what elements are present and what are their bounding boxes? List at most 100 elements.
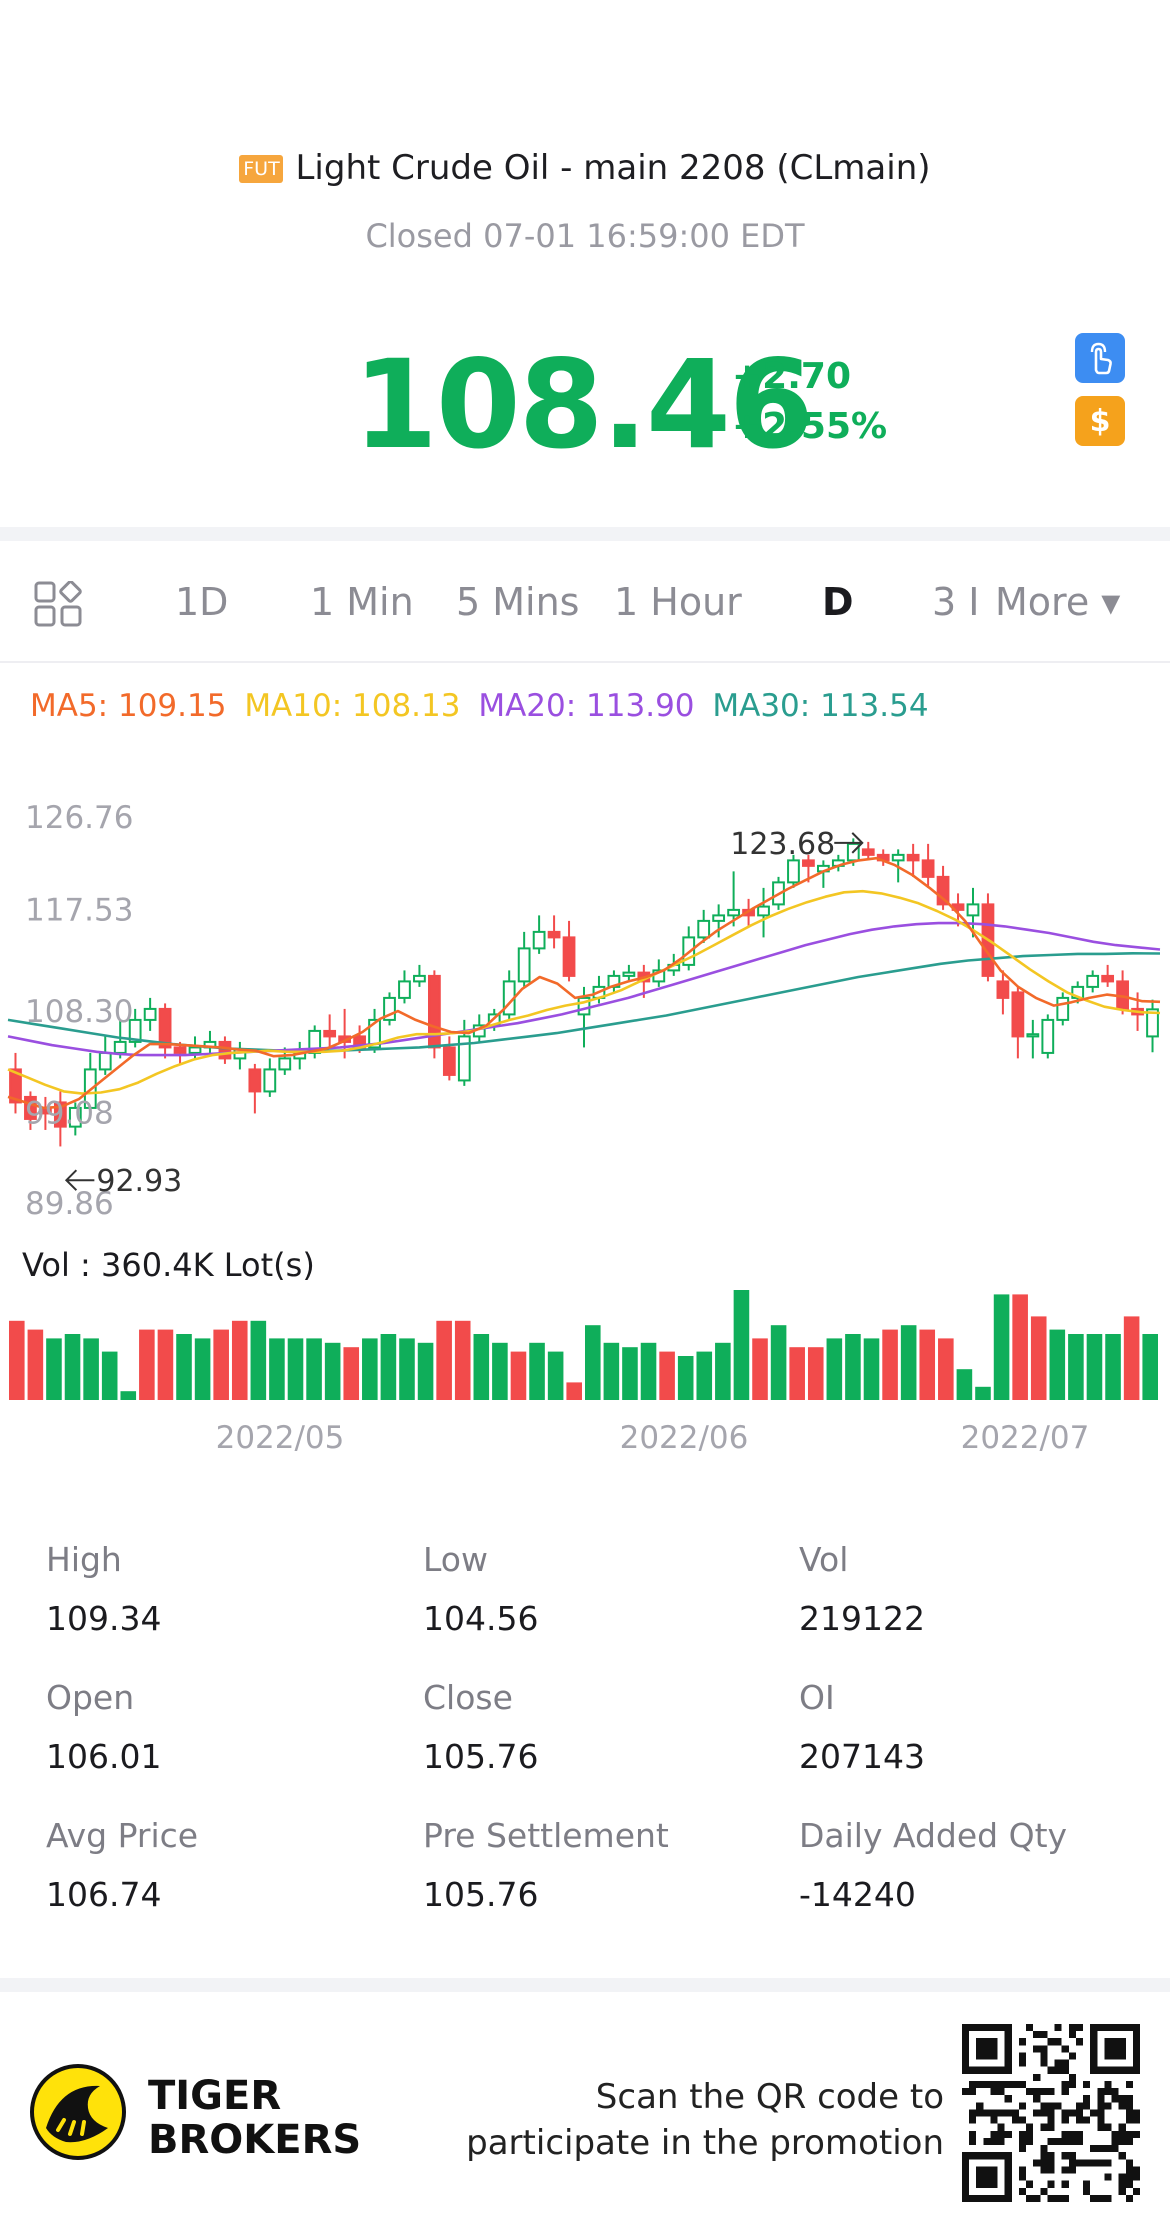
- candle-body: [787, 859, 800, 884]
- stat-pre-settlement: Pre Settlement 105.76: [423, 1816, 783, 1914]
- candle: [936, 865, 950, 910]
- candle: [996, 970, 1010, 1015]
- tab-5-mins[interactable]: 5 Mins: [456, 580, 580, 624]
- candle-body: [712, 914, 726, 922]
- candle-body: [1041, 1018, 1055, 1054]
- volume-bar: [9, 1320, 25, 1400]
- volume-bar: [1030, 1316, 1047, 1400]
- tab-3-period[interactable]: 3 I: [932, 580, 980, 624]
- volume-bar: [194, 1338, 211, 1400]
- candle-body: [1101, 974, 1115, 983]
- candle: [323, 1014, 337, 1048]
- candle-body: [1011, 991, 1025, 1038]
- volume-bar: [566, 1382, 582, 1400]
- stat-value: 105.76: [423, 1737, 539, 1776]
- min-price-annotation: 92.93: [96, 1164, 182, 1199]
- x-tick-label: 2022/06: [620, 1420, 749, 1456]
- volume-bar: [492, 1342, 508, 1400]
- volume-bar: [956, 1369, 973, 1400]
- candle-body: [158, 1007, 172, 1049]
- candle-body: [996, 980, 1010, 999]
- stat-value: 104.56: [423, 1599, 539, 1638]
- candle: [727, 871, 740, 927]
- tab-daily[interactable]: D: [822, 580, 854, 624]
- volume-bar: [603, 1342, 620, 1400]
- candle: [607, 970, 621, 993]
- candle-body: [188, 1046, 202, 1054]
- candle-body: [53, 1101, 67, 1128]
- market-status: Closed 07-01 16:59:00 EDT: [365, 217, 805, 255]
- ma20-value: MA20: 113.90: [478, 688, 695, 724]
- candle-body: [218, 1040, 232, 1060]
- candle: [547, 915, 561, 949]
- volume-bar: [454, 1320, 471, 1400]
- stat-label: Low: [423, 1540, 488, 1579]
- candle: [1011, 986, 1025, 1059]
- candle: [128, 1008, 142, 1048]
- volume-bar: [1068, 1334, 1084, 1400]
- tab-1d[interactable]: 1D: [175, 580, 229, 624]
- period-tabs: 1D 1 Min 5 Mins 1 Hour D 3 I More ▾: [0, 541, 1170, 663]
- candle: [1101, 964, 1115, 987]
- candle: [697, 909, 711, 943]
- volume-bar: [306, 1338, 322, 1400]
- candle: [532, 915, 546, 954]
- candle-body: [128, 1018, 142, 1043]
- stat-value: 109.34: [46, 1599, 162, 1638]
- candle-body: [368, 1018, 381, 1049]
- volume-bar: [473, 1334, 490, 1400]
- volume-bar: [436, 1320, 452, 1400]
- candle-body: [757, 905, 770, 917]
- candle: [1086, 970, 1100, 993]
- candle-body: [517, 947, 531, 983]
- section-divider: [0, 1978, 1170, 1992]
- candle-body: [68, 1106, 82, 1128]
- promo-line-2: participate in the promotion: [466, 2123, 944, 2163]
- candle-body: [1026, 1033, 1040, 1038]
- candle: [787, 854, 800, 888]
- volume-bar: [696, 1351, 713, 1400]
- volume-bar: [176, 1334, 192, 1400]
- hand-tap-icon[interactable]: [1075, 333, 1125, 383]
- last-price: 108.46: [353, 334, 814, 476]
- y-tick-label: 117.53: [25, 893, 133, 929]
- candle: [757, 887, 770, 938]
- brand-name: TIGER BROKERS: [148, 2074, 361, 2162]
- candlestick-chart[interactable]: 126.76 117.53 108.30 99.08 89.86 123.68 92.93 2…: [0, 760, 1170, 1460]
- stat-value: 219122: [799, 1599, 925, 1638]
- volume-bar: [715, 1342, 731, 1400]
- candle-body: [278, 1057, 292, 1071]
- candle: [143, 997, 157, 1031]
- candle-body: [921, 859, 935, 878]
- tab-1-min[interactable]: 1 Min: [310, 580, 414, 624]
- volume-bar: [157, 1329, 174, 1400]
- candle-body: [143, 1007, 157, 1021]
- candle-body: [98, 1051, 112, 1071]
- volume-bar: [64, 1334, 81, 1400]
- volume-bar: [640, 1342, 657, 1400]
- tab-1-hour[interactable]: 1 Hour: [614, 580, 742, 624]
- volume-bar: [46, 1338, 62, 1400]
- promo-line-1: Scan the QR code to: [595, 2077, 944, 2117]
- stat-label: Open: [46, 1678, 135, 1717]
- more-dropdown[interactable]: More ▾: [995, 580, 1121, 624]
- volume-bar: [27, 1329, 44, 1400]
- candle: [203, 1030, 217, 1053]
- candle-body: [1056, 996, 1070, 1021]
- dollar-icon[interactable]: $: [1075, 396, 1125, 446]
- volume-bar: [845, 1334, 861, 1400]
- ma5-value: MA5: 109.15: [30, 688, 227, 724]
- stat-low: Low 104.56: [423, 1540, 783, 1638]
- candle-body: [547, 930, 561, 939]
- candle-body: [532, 930, 546, 950]
- quote-header: FUT Light Crude Oil - main 2208 (CLmain) …: [0, 0, 1170, 527]
- volume-bar: [287, 1338, 304, 1400]
- candle-body: [248, 1068, 262, 1093]
- stat-oi: OI 207143: [799, 1678, 1159, 1776]
- layout-grid-icon[interactable]: [34, 581, 84, 627]
- candle: [263, 1058, 277, 1097]
- volume-bar: [324, 1342, 341, 1400]
- candle-body: [936, 875, 950, 906]
- volume-bar: [733, 1290, 750, 1400]
- qr-code-icon[interactable]: [962, 2024, 1140, 2202]
